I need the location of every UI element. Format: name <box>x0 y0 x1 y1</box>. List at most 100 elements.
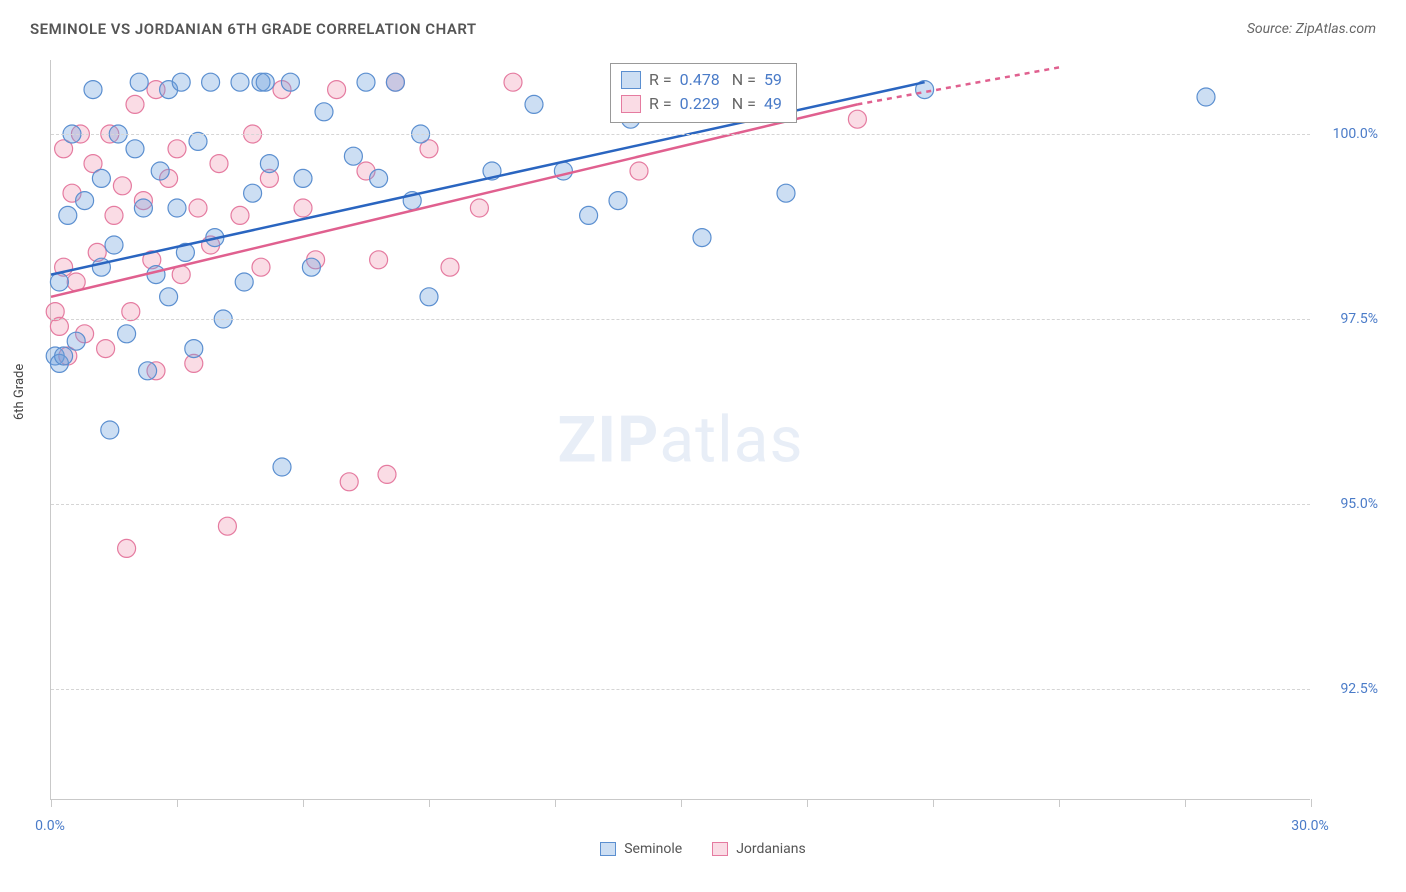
xtick <box>1185 799 1186 807</box>
xtick <box>303 799 304 807</box>
data-point <box>130 73 148 91</box>
data-point <box>168 140 186 158</box>
xtick <box>933 799 934 807</box>
data-point <box>55 347 73 365</box>
xtick-label: 0.0% <box>35 818 65 834</box>
data-point <box>105 236 123 254</box>
data-point <box>378 465 396 483</box>
data-point <box>420 288 438 306</box>
data-point <box>244 184 262 202</box>
data-point <box>340 473 358 491</box>
chart-title: SEMINOLE VS JORDANIAN 6TH GRADE CORRELAT… <box>30 20 477 38</box>
ytick-label: 95.0% <box>1340 496 1378 512</box>
data-point <box>235 273 253 291</box>
data-point <box>386 73 404 91</box>
data-point <box>59 206 77 224</box>
xtick <box>429 799 430 807</box>
data-point <box>252 258 270 276</box>
ytick-label: 92.5% <box>1340 681 1378 697</box>
data-point <box>113 177 131 195</box>
data-point <box>118 325 136 343</box>
xtick <box>555 799 556 807</box>
xtick <box>51 799 52 807</box>
data-point <box>139 362 157 380</box>
data-point <box>328 81 346 99</box>
pink-swatch-icon <box>712 842 728 856</box>
data-point <box>344 147 362 165</box>
data-point <box>281 73 299 91</box>
data-point <box>441 258 459 276</box>
data-point <box>126 95 144 113</box>
gridline <box>51 319 1310 320</box>
data-point <box>105 206 123 224</box>
data-point <box>231 206 249 224</box>
gridline <box>51 504 1310 505</box>
data-point <box>185 340 203 358</box>
data-point <box>256 73 274 91</box>
data-point <box>370 169 388 187</box>
series-legend: Seminole Jordanians <box>0 841 1406 857</box>
data-point <box>294 199 312 217</box>
data-point <box>218 517 236 535</box>
blue-swatch-icon <box>600 842 616 856</box>
xtick <box>681 799 682 807</box>
data-point <box>504 73 522 91</box>
data-point <box>122 303 140 321</box>
data-point <box>168 199 186 217</box>
data-point <box>630 162 648 180</box>
data-point <box>848 110 866 128</box>
data-point <box>84 81 102 99</box>
data-point <box>693 229 711 247</box>
data-point <box>134 199 152 217</box>
data-point <box>260 155 278 173</box>
data-point <box>370 251 388 269</box>
data-point <box>189 132 207 150</box>
gridline <box>51 134 1310 135</box>
data-point <box>151 162 169 180</box>
data-point <box>294 169 312 187</box>
data-point <box>160 288 178 306</box>
chart-area: ZIPatlas <box>50 60 1310 800</box>
data-point <box>357 73 375 91</box>
data-point <box>147 266 165 284</box>
legend-item-seminole: Seminole <box>600 841 682 857</box>
data-point <box>67 332 85 350</box>
data-point <box>118 539 136 557</box>
legend-item-jordanians: Jordanians <box>712 841 806 857</box>
data-point <box>50 273 68 291</box>
data-point <box>777 184 795 202</box>
y-axis-label: 6th Grade <box>12 364 27 420</box>
xtick <box>1059 799 1060 807</box>
data-point <box>231 73 249 91</box>
data-point <box>97 340 115 358</box>
data-point <box>609 192 627 210</box>
data-point <box>525 95 543 113</box>
stats-legend: R =0.478 N =59 R =0.229 N =49 <box>610 63 797 123</box>
data-point <box>1197 88 1215 106</box>
xtick <box>177 799 178 807</box>
data-point <box>315 103 333 121</box>
trend-line <box>857 67 1059 104</box>
pink-swatch-icon <box>621 95 641 113</box>
data-point <box>172 73 190 91</box>
data-point <box>210 155 228 173</box>
data-point <box>92 169 110 187</box>
stats-row-pink: R =0.229 N =49 <box>621 92 782 116</box>
data-point <box>76 192 94 210</box>
data-point <box>126 140 144 158</box>
ytick-label: 100.0% <box>1333 126 1378 142</box>
data-point <box>273 458 291 476</box>
ytick-label: 97.5% <box>1340 311 1378 327</box>
xtick-label: 30.0% <box>1291 818 1329 834</box>
stats-row-blue: R =0.478 N =59 <box>621 68 782 92</box>
data-point <box>101 421 119 439</box>
xtick <box>1311 799 1312 807</box>
xtick <box>807 799 808 807</box>
data-point <box>202 73 220 91</box>
data-point <box>302 258 320 276</box>
data-point <box>470 199 488 217</box>
source-label: Source: ZipAtlas.com <box>1247 21 1376 37</box>
data-point <box>580 206 598 224</box>
gridline <box>51 689 1310 690</box>
data-point <box>189 199 207 217</box>
